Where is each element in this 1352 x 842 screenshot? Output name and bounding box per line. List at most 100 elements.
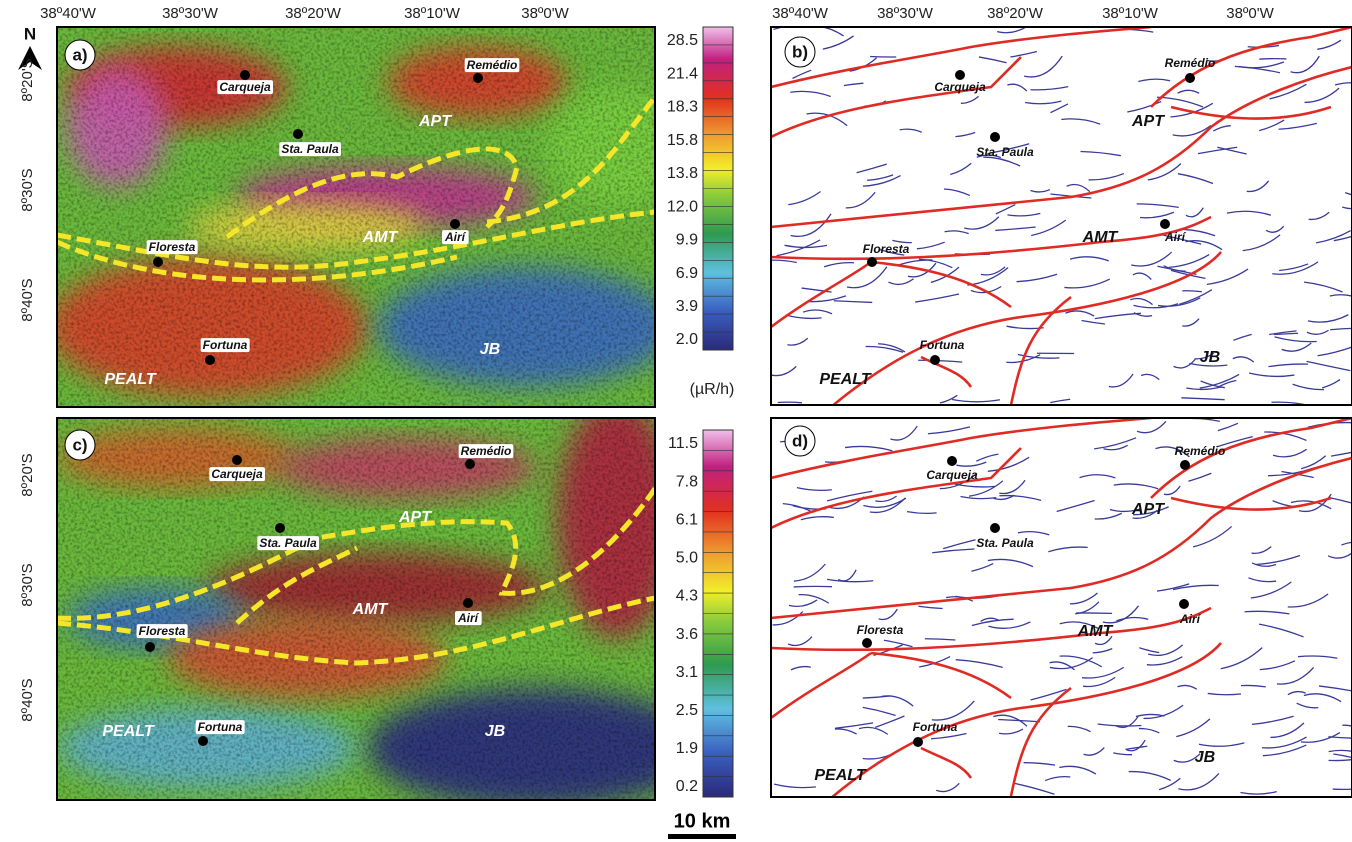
colorbar-label: 1.9 xyxy=(676,740,698,757)
colorbar-label: 11.5 xyxy=(668,435,698,452)
place-dot xyxy=(275,523,285,533)
region-label: APT xyxy=(418,113,452,130)
colorbar-label: 18.3 xyxy=(667,99,698,116)
place-label: Fortuna xyxy=(913,720,958,734)
place-dot xyxy=(930,355,940,365)
place-dot xyxy=(465,459,475,469)
colorbar-label: 28.5 xyxy=(667,32,698,49)
foliation-trace xyxy=(794,586,832,587)
colorbar-label: 6.1 xyxy=(676,511,698,528)
panel-letter: d) xyxy=(792,431,808,450)
place-label: Sta. Paula xyxy=(259,536,317,550)
place-dot xyxy=(990,523,1000,533)
longitude-label: 38º10'W xyxy=(1102,5,1159,22)
place-dot xyxy=(1160,219,1170,229)
region-label: AMT xyxy=(352,601,389,618)
place-dot xyxy=(913,737,923,747)
region-label: JB xyxy=(1200,349,1220,366)
region-label: PEALT xyxy=(814,767,866,784)
figure: N 10 km a) Carqueja Remédio Sta. Paula Flore… xyxy=(0,0,1352,842)
place-label: Carqueja xyxy=(934,80,986,94)
place-dot xyxy=(947,456,957,466)
place-label: Sta. Paula xyxy=(976,145,1034,159)
colorbar-label: 9.9 xyxy=(676,232,698,249)
place-label: Airí xyxy=(444,230,467,244)
foliation-trace xyxy=(778,402,802,403)
region-label: PEALT xyxy=(104,371,156,388)
place-label: Remédio xyxy=(461,444,512,458)
region-label: APT xyxy=(398,509,432,526)
longitude-label: 38º20'W xyxy=(987,5,1044,22)
place-dot xyxy=(240,70,250,80)
latitude-label: 8º30'S xyxy=(19,168,36,211)
place-dot xyxy=(1180,460,1190,470)
colorbar-label: 21.4 xyxy=(667,65,698,82)
north-label: N xyxy=(24,24,36,43)
region-label: APT xyxy=(1131,501,1165,518)
foliation-trace xyxy=(870,57,896,58)
place-label: Fortuna xyxy=(920,338,965,352)
place-dot xyxy=(145,642,155,652)
longitude-label: 38º20'W xyxy=(285,5,342,22)
colorbar-label: 5.0 xyxy=(676,550,698,567)
region-label: JB xyxy=(1195,749,1215,766)
map-texture xyxy=(57,27,655,407)
latitude-label: 8º20'S xyxy=(19,58,36,101)
longitude-label: 38º10'W xyxy=(404,5,461,22)
longitude-label: 38º40'W xyxy=(772,5,829,22)
longitude-label: 38º30'W xyxy=(877,5,934,22)
place-label: Airí xyxy=(1179,612,1202,626)
map-panel xyxy=(47,27,687,407)
place-label: Carqueja xyxy=(211,467,263,481)
colorbar-label: 7.8 xyxy=(676,473,698,490)
colorbar-label: 0.2 xyxy=(676,778,698,795)
place-label: Remédio xyxy=(467,58,518,72)
region-label: JB xyxy=(480,341,500,358)
region-label: APT xyxy=(1131,113,1165,130)
place-label: Remédio xyxy=(1165,56,1216,70)
place-label: Floresta xyxy=(149,240,196,254)
place-dot xyxy=(293,129,303,139)
place-dot xyxy=(1185,73,1195,83)
colorbar-label: 6.9 xyxy=(676,265,698,282)
place-label: Fortuna xyxy=(198,720,243,734)
map-background xyxy=(771,418,1352,797)
place-dot xyxy=(450,219,460,229)
region-label: PEALT xyxy=(819,371,871,388)
map-panel xyxy=(771,17,1352,408)
place-label: Airí xyxy=(457,611,480,625)
panel-letter: c) xyxy=(72,435,87,454)
place-dot xyxy=(232,455,242,465)
colorbar-label: 12.0 xyxy=(667,198,698,215)
latitude-label: 8º30'S xyxy=(19,563,36,606)
place-dot xyxy=(473,73,483,83)
latitude-label: 8º40'S xyxy=(19,678,36,721)
foliation-trace xyxy=(1259,59,1286,60)
place-dot xyxy=(955,70,965,80)
longitude-label: 38º0'W xyxy=(521,5,569,22)
colorbar-label: 13.8 xyxy=(667,165,698,182)
place-dot xyxy=(153,257,163,267)
region-label: JB xyxy=(485,723,505,740)
panel-letter: a) xyxy=(72,45,87,64)
place-dot xyxy=(198,736,208,746)
place-label: Fortuna xyxy=(203,338,248,352)
place-label: Carqueja xyxy=(219,80,271,94)
colorbar-label: 15.8 xyxy=(667,132,698,149)
colorbar-label: 3.6 xyxy=(676,626,698,643)
colorbar-label: 4.3 xyxy=(676,588,698,605)
colorbar-label: 2.0 xyxy=(676,331,698,348)
place-dot xyxy=(205,355,215,365)
region-label: PEALT xyxy=(102,723,154,740)
region-label: AMT xyxy=(1082,229,1119,246)
colorbar-label: 3.9 xyxy=(676,298,698,315)
place-dot xyxy=(867,257,877,267)
place-label: Floresta xyxy=(139,624,186,638)
map-panel xyxy=(771,411,1352,798)
place-dot xyxy=(990,132,1000,142)
scale-bar: 10 km xyxy=(668,810,736,839)
place-dot xyxy=(1179,599,1189,609)
colorbar-label: 2.5 xyxy=(676,702,698,719)
latitude-label: 8º40'S xyxy=(19,278,36,321)
place-label: Remédio xyxy=(1175,444,1226,458)
